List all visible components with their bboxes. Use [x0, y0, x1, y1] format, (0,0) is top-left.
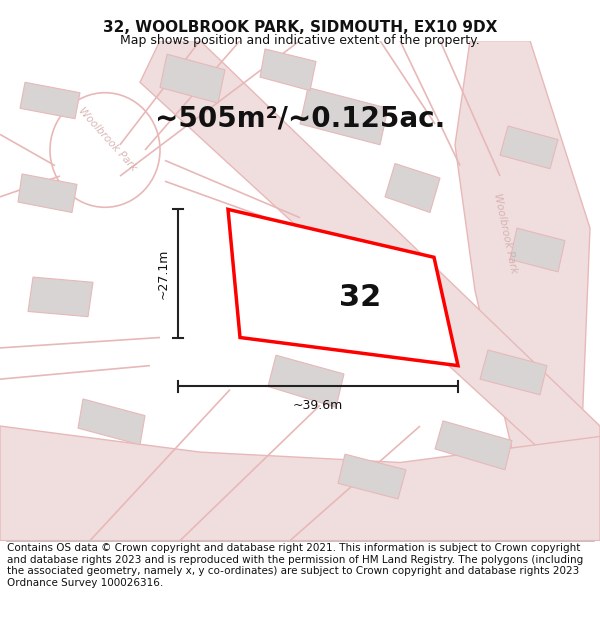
Polygon shape [260, 49, 316, 91]
Polygon shape [268, 355, 344, 408]
Polygon shape [338, 454, 406, 499]
Text: Contains OS data © Crown copyright and database right 2021. This information is : Contains OS data © Crown copyright and d… [7, 543, 583, 588]
Polygon shape [510, 228, 565, 272]
Text: 32: 32 [339, 283, 381, 312]
Polygon shape [480, 350, 547, 395]
Polygon shape [140, 41, 600, 468]
Polygon shape [300, 88, 388, 145]
Polygon shape [0, 426, 600, 541]
Polygon shape [78, 399, 145, 445]
Polygon shape [228, 209, 458, 366]
Text: ~39.6m: ~39.6m [293, 399, 343, 412]
Polygon shape [455, 41, 590, 483]
Polygon shape [385, 164, 440, 212]
Polygon shape [500, 126, 558, 169]
Text: Map shows position and indicative extent of the property.: Map shows position and indicative extent… [120, 34, 480, 47]
Text: Woolbrook Park: Woolbrook Park [77, 106, 139, 173]
Polygon shape [20, 82, 80, 119]
Text: ~505m²/~0.125ac.: ~505m²/~0.125ac. [155, 105, 445, 132]
Polygon shape [18, 174, 77, 213]
Polygon shape [160, 54, 225, 103]
Text: 32, WOOLBROOK PARK, SIDMOUTH, EX10 9DX: 32, WOOLBROOK PARK, SIDMOUTH, EX10 9DX [103, 20, 497, 35]
Text: Woolbrook Park: Woolbrook Park [491, 192, 518, 274]
Text: ~27.1m: ~27.1m [157, 248, 170, 299]
Polygon shape [435, 421, 512, 470]
Polygon shape [28, 277, 93, 317]
